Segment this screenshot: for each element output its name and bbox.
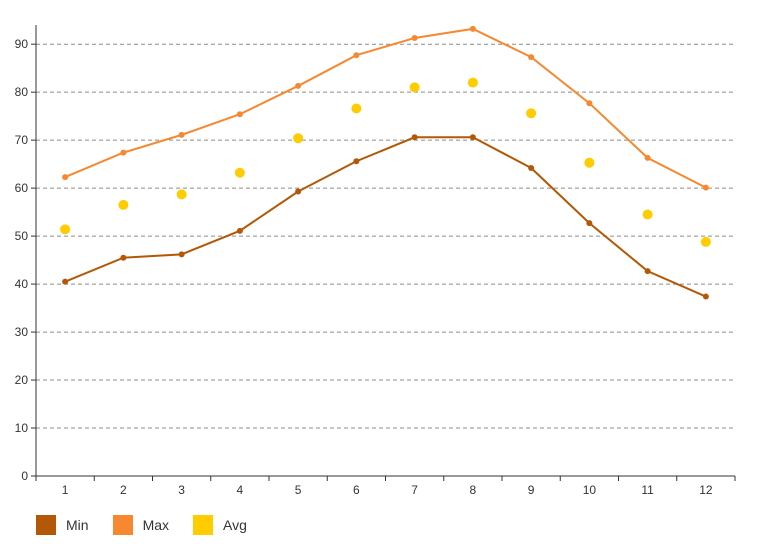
point-avg-11	[642, 209, 653, 220]
point-min-8	[469, 134, 476, 141]
point-avg-1	[60, 224, 71, 235]
x-tick-label-3: 3	[178, 483, 185, 497]
point-min-9	[528, 164, 535, 171]
y-tick-label-60: 60	[15, 181, 29, 195]
point-max-8	[469, 25, 476, 32]
series-line-max	[64, 27, 707, 189]
point-max-1	[62, 174, 69, 181]
y-tick-label-90: 90	[15, 37, 29, 51]
point-avg-8	[467, 77, 478, 88]
point-avg-2	[118, 199, 129, 210]
point-min-7	[411, 134, 418, 141]
y-tick-label-30: 30	[15, 325, 29, 339]
legend-swatch-max	[112, 515, 133, 535]
point-min-10	[586, 220, 593, 227]
point-min-2	[120, 254, 127, 261]
point-min-5	[295, 188, 302, 195]
point-avg-5	[293, 133, 304, 144]
x-tick-label-7: 7	[411, 483, 418, 497]
y-tick-label-0: 0	[21, 469, 28, 483]
legend-item-max[interactable]: Max	[112, 515, 170, 535]
y-tick-label-50: 50	[15, 229, 29, 243]
x-tick-label-6: 6	[353, 483, 360, 497]
point-max-11	[644, 154, 651, 161]
y-tick-label-40: 40	[15, 277, 29, 291]
legend: Min Max Avg	[36, 515, 271, 535]
gridlines	[36, 43, 735, 429]
point-avg-6	[351, 103, 362, 114]
point-max-4	[236, 111, 243, 118]
x-tick-label-5: 5	[295, 483, 302, 497]
x-tick-label-4: 4	[237, 483, 244, 497]
point-avg-10	[584, 157, 595, 168]
x-tick-label-9: 9	[528, 483, 535, 497]
legend-swatch-min	[36, 515, 56, 535]
x-tick-label-1: 1	[62, 483, 69, 497]
point-max-12	[702, 184, 709, 191]
point-max-3	[178, 131, 185, 138]
point-min-11	[644, 268, 651, 275]
legend-swatch-avg	[193, 515, 214, 535]
point-avg-3	[176, 189, 187, 200]
x-tick-label-11: 11	[641, 483, 654, 497]
y-tick-label-70: 70	[15, 133, 29, 147]
point-min-12	[702, 293, 709, 300]
legend-label-min: Min	[66, 517, 89, 533]
y-tick-label-10: 10	[15, 421, 29, 435]
legend-label-max: Max	[142, 517, 170, 533]
point-avg-4	[234, 167, 245, 178]
legend-label-avg: Avg	[223, 517, 247, 533]
point-max-9	[528, 54, 535, 61]
point-min-6	[353, 158, 360, 165]
point-max-6	[353, 52, 360, 59]
legend-item-min[interactable]: Min	[36, 515, 89, 535]
point-min-1	[62, 278, 69, 285]
x-tick-label-10: 10	[583, 483, 597, 497]
point-max-10	[586, 100, 593, 107]
x-tick-label-8: 8	[470, 483, 477, 497]
y-tick-label-20: 20	[15, 373, 29, 387]
legend-item-avg[interactable]: Avg	[193, 515, 247, 535]
x-tick-label-2: 2	[120, 483, 127, 497]
x-tick-label-12: 12	[699, 483, 713, 497]
point-avg-7	[409, 82, 420, 93]
point-min-4	[236, 227, 243, 234]
series-line-min	[64, 136, 707, 298]
point-max-7	[411, 34, 418, 41]
point-max-2	[120, 149, 127, 156]
point-min-3	[178, 251, 185, 258]
y-tick-label-80: 80	[15, 85, 29, 99]
series-layer	[60, 25, 711, 300]
point-max-5	[295, 82, 302, 89]
point-avg-9	[526, 108, 537, 119]
point-avg-12	[700, 236, 711, 247]
